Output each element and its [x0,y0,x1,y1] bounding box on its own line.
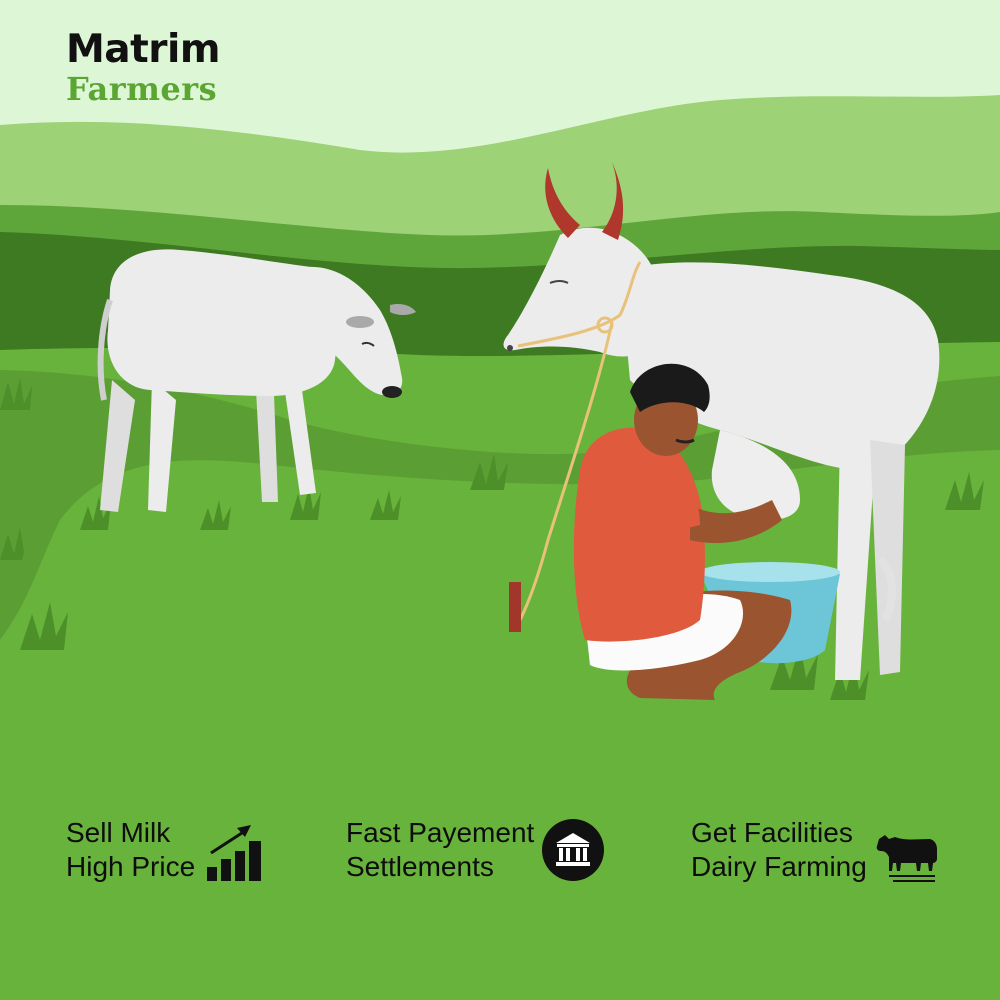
cow-icon [876,835,937,882]
feature-line2: Settlements [346,851,494,882]
bank-building-icon [542,819,605,881]
feature-text: Sell Milk High Price [66,816,195,884]
feature-sell-milk: Sell Milk High Price [66,816,267,884]
brand-name-line2: Farmers [66,70,218,108]
farmer [573,363,792,700]
feature-line1: Sell Milk [66,817,171,848]
calf [97,249,416,512]
feature-fast-payment: Fast Payement Settlements [346,816,605,884]
feature-line2: High Price [66,851,196,882]
feature-dairy-facilities: Get Facilities Dairy Farming [691,816,939,884]
cow [503,162,940,680]
feature-text: Fast Payement Settlements [346,816,534,884]
bar-chart-growth-icon [207,825,262,881]
feature-line2: Dairy Farming [691,851,867,882]
brand-name-line1: Matrim [66,27,221,72]
brand-logo: Matrim Farmers [66,27,221,108]
feature-line1: Get Facilities [691,817,853,848]
feature-line1: Fast Payement [346,817,535,848]
feature-text: Get Facilities Dairy Farming [691,816,867,884]
